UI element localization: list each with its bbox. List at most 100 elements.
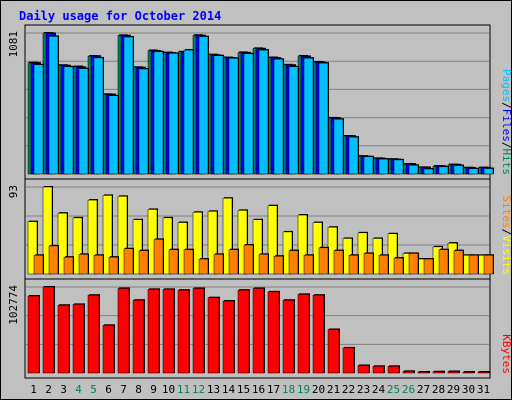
bar-pages-27 xyxy=(423,168,434,175)
bar-visits-11 xyxy=(177,222,188,275)
bar-kbytes-22 xyxy=(342,347,355,374)
x-tick-label-27: 27 xyxy=(417,383,430,396)
bar-pages-23 xyxy=(363,156,374,175)
legend-item: KBytes xyxy=(500,334,512,374)
bar-visits-4 xyxy=(72,217,83,275)
bar-sites-12 xyxy=(198,258,209,275)
bar-pages-6 xyxy=(108,95,119,175)
bar-sites-30 xyxy=(468,255,479,275)
bar-kbytes-12 xyxy=(192,288,205,374)
legend-item: Pages xyxy=(500,69,512,102)
bar-sites-31 xyxy=(483,255,494,275)
bar-visits-15 xyxy=(237,210,248,275)
chart-title: Daily usage for October 2014 xyxy=(19,9,221,23)
bar-sites-24 xyxy=(378,255,389,275)
bar-pages-26 xyxy=(408,165,419,175)
bar-pages-13 xyxy=(213,55,224,175)
legend-item: / xyxy=(500,102,512,109)
max-label-visits_sites: 93 xyxy=(7,185,20,198)
bar-sites-10 xyxy=(168,249,179,275)
bar-pages-19 xyxy=(303,57,314,175)
x-tick-label-18: 18 xyxy=(282,383,295,396)
bar-kbytes-1 xyxy=(27,295,40,374)
bar-kbytes-16 xyxy=(252,288,265,374)
bar-visits-2 xyxy=(42,186,53,275)
bar-visits-1 xyxy=(27,221,38,275)
bar-kbytes-4 xyxy=(72,304,85,374)
bar-kbytes-24 xyxy=(372,366,385,374)
bar-kbytes-5 xyxy=(87,294,100,374)
x-tick-label-3: 3 xyxy=(60,383,67,396)
x-tick-label-1: 1 xyxy=(30,383,37,396)
legend-item: Hits xyxy=(500,149,512,176)
x-tick-label-29: 29 xyxy=(447,383,460,396)
bar-sites-20 xyxy=(318,247,329,275)
bar-pages-11 xyxy=(183,49,194,175)
bar-sites-3 xyxy=(63,256,74,275)
bar-sites-23 xyxy=(363,253,374,275)
bar-kbytes-26 xyxy=(402,371,415,374)
x-tick-label-8: 8 xyxy=(135,383,142,396)
bar-visits-17 xyxy=(267,205,278,275)
bar-pages-20 xyxy=(318,62,329,175)
bar-kbytes-8 xyxy=(132,299,145,374)
bar-pages-8 xyxy=(138,68,149,175)
bar-pages-1 xyxy=(33,64,44,175)
bar-pages-18 xyxy=(288,66,299,175)
bar-sites-17 xyxy=(273,255,284,275)
bar-sites-26 xyxy=(408,253,419,275)
bar-pages-24 xyxy=(378,158,389,175)
bar-kbytes-27 xyxy=(417,371,430,374)
bar-pages-29 xyxy=(453,165,464,175)
bar-sites-29 xyxy=(453,250,464,275)
legend-item: Files xyxy=(500,109,512,142)
bar-sites-9 xyxy=(153,239,164,275)
legend-visits_sites: Sites/Visits xyxy=(500,196,512,276)
bar-kbytes-25 xyxy=(387,366,400,374)
x-tick-label-7: 7 xyxy=(120,383,127,396)
bar-pages-28 xyxy=(438,166,449,175)
x-tick-label-10: 10 xyxy=(162,383,175,396)
x-tick-label-21: 21 xyxy=(327,383,340,396)
bar-sites-11 xyxy=(183,249,194,275)
x-tick-label-25: 25 xyxy=(387,383,400,396)
bar-visits-13 xyxy=(207,211,218,275)
max-label-hits_files_pages: 1081 xyxy=(7,31,20,58)
bar-visits-25 xyxy=(387,233,398,275)
bar-kbytes-19 xyxy=(297,294,310,374)
bar-kbytes-28 xyxy=(432,371,445,374)
bar-sites-27 xyxy=(423,258,434,275)
max-label-kbytes: 102774 xyxy=(7,285,20,325)
x-tick-label-24: 24 xyxy=(372,383,386,396)
bar-kbytes-11 xyxy=(177,289,190,374)
x-tick-label-17: 17 xyxy=(267,383,280,396)
x-tick-label-26: 26 xyxy=(402,383,415,396)
bar-pages-3 xyxy=(63,66,74,175)
x-tick-label-2: 2 xyxy=(45,383,52,396)
bar-kbytes-18 xyxy=(282,299,295,374)
bar-pages-31 xyxy=(483,168,494,175)
legend-item: / xyxy=(500,142,512,149)
panel-kbytes: 102774 KBytes xyxy=(7,278,512,379)
bar-sites-6 xyxy=(108,256,119,275)
bar-kbytes-9 xyxy=(147,289,160,374)
x-tick-label-30: 30 xyxy=(462,383,475,396)
legend-item: Sites xyxy=(500,196,512,229)
x-tick-label-5: 5 xyxy=(90,383,97,396)
panel-visits_sites: 93 Sites/Visits xyxy=(7,178,512,280)
bar-sites-5 xyxy=(93,255,104,275)
x-tick-label-14: 14 xyxy=(222,383,236,396)
bar-pages-16 xyxy=(258,49,269,175)
bar-sites-4 xyxy=(78,254,89,275)
bar-kbytes-3 xyxy=(57,304,70,374)
bar-kbytes-20 xyxy=(312,294,325,374)
bar-pages-14 xyxy=(228,58,239,175)
bar-kbytes-14 xyxy=(222,300,235,374)
legend-kbytes: KBytes xyxy=(500,334,512,374)
bar-pages-10 xyxy=(168,53,179,175)
bar-pages-4 xyxy=(78,68,89,175)
bar-kbytes-15 xyxy=(237,289,250,374)
bar-sites-21 xyxy=(333,250,344,275)
bar-sites-16 xyxy=(258,254,269,275)
x-tick-label-16: 16 xyxy=(252,383,265,396)
